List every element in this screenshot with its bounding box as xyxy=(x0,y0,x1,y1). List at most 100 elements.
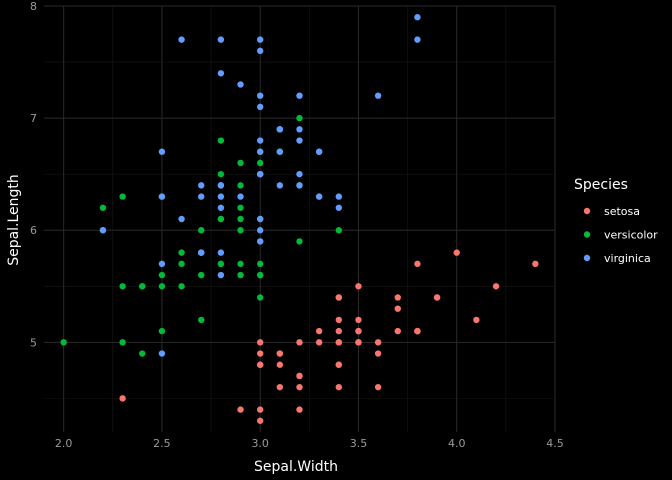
point-setosa xyxy=(257,418,263,424)
legend-title: Species xyxy=(574,177,628,193)
point-setosa xyxy=(296,339,302,345)
point-virginica xyxy=(336,205,342,211)
point-setosa xyxy=(375,350,381,356)
point-setosa xyxy=(355,317,361,323)
point-setosa xyxy=(355,283,361,289)
point-versicolor xyxy=(336,227,342,233)
point-virginica xyxy=(375,92,381,98)
point-versicolor xyxy=(237,227,243,233)
point-versicolor xyxy=(198,272,204,278)
point-versicolor xyxy=(178,261,184,267)
y-tick-label: 7 xyxy=(30,112,37,125)
point-versicolor xyxy=(119,339,125,345)
point-virginica xyxy=(257,137,263,143)
y-tick-label: 6 xyxy=(30,224,37,237)
point-virginica xyxy=(316,193,322,199)
point-versicolor xyxy=(237,205,243,211)
point-virginica xyxy=(296,137,302,143)
point-versicolor xyxy=(218,216,224,222)
point-versicolor xyxy=(178,249,184,255)
point-virginica xyxy=(100,227,106,233)
point-setosa xyxy=(316,339,322,345)
point-setosa xyxy=(375,339,381,345)
point-setosa xyxy=(296,384,302,390)
point-versicolor xyxy=(296,115,302,121)
point-virginica xyxy=(218,249,224,255)
point-virginica xyxy=(277,182,283,188)
point-versicolor xyxy=(257,294,263,300)
point-virginica xyxy=(178,36,184,42)
point-versicolor xyxy=(139,283,145,289)
legend-label-setosa: setosa xyxy=(604,205,640,218)
point-virginica xyxy=(198,182,204,188)
point-setosa xyxy=(257,350,263,356)
x-tick-label: 3.0 xyxy=(251,437,269,450)
point-virginica xyxy=(198,249,204,255)
point-versicolor xyxy=(198,317,204,323)
point-setosa xyxy=(277,384,283,390)
point-setosa xyxy=(336,384,342,390)
x-tick-label: 2.0 xyxy=(55,437,73,450)
point-setosa xyxy=(395,294,401,300)
point-setosa xyxy=(414,261,420,267)
point-versicolor xyxy=(237,216,243,222)
point-setosa xyxy=(454,249,460,255)
y-axis-title: Sepal.Length xyxy=(6,174,22,266)
point-setosa xyxy=(296,373,302,379)
point-virginica xyxy=(296,126,302,132)
point-versicolor xyxy=(119,193,125,199)
point-setosa xyxy=(395,305,401,311)
point-versicolor xyxy=(159,283,165,289)
point-versicolor xyxy=(119,283,125,289)
point-setosa xyxy=(336,317,342,323)
legend-label-virginica: virginica xyxy=(604,252,651,265)
point-setosa xyxy=(257,362,263,368)
point-virginica xyxy=(277,149,283,155)
point-virginica xyxy=(257,171,263,177)
point-versicolor xyxy=(159,272,165,278)
point-setosa xyxy=(277,350,283,356)
point-virginica xyxy=(257,149,263,155)
point-virginica xyxy=(414,36,420,42)
point-setosa xyxy=(355,328,361,334)
point-setosa xyxy=(434,294,440,300)
point-virginica xyxy=(257,36,263,42)
point-versicolor xyxy=(218,261,224,267)
x-tick-label: 2.5 xyxy=(153,437,171,450)
legend-key-virginica xyxy=(584,255,590,261)
point-virginica xyxy=(414,14,420,20)
point-versicolor xyxy=(237,160,243,166)
point-setosa xyxy=(336,294,342,300)
point-virginica xyxy=(336,193,342,199)
point-virginica xyxy=(296,182,302,188)
point-versicolor xyxy=(218,171,224,177)
point-versicolor xyxy=(237,261,243,267)
point-setosa xyxy=(119,395,125,401)
point-setosa xyxy=(395,328,401,334)
legend-key-versicolor xyxy=(584,231,590,237)
point-setosa xyxy=(473,317,479,323)
point-virginica xyxy=(159,193,165,199)
legend-key-setosa xyxy=(584,208,590,214)
point-versicolor xyxy=(237,272,243,278)
point-setosa xyxy=(257,339,263,345)
point-versicolor xyxy=(257,261,263,267)
point-versicolor xyxy=(218,137,224,143)
point-versicolor xyxy=(296,238,302,244)
point-virginica xyxy=(257,238,263,244)
x-tick-label: 3.5 xyxy=(350,437,368,450)
point-virginica xyxy=(218,272,224,278)
point-setosa xyxy=(493,283,499,289)
point-versicolor xyxy=(257,160,263,166)
point-versicolor xyxy=(60,339,66,345)
point-setosa xyxy=(237,406,243,412)
point-setosa xyxy=(355,339,361,345)
point-virginica xyxy=(296,171,302,177)
point-versicolor xyxy=(100,205,106,211)
legend-label-versicolor: versicolor xyxy=(604,229,658,242)
point-versicolor xyxy=(139,350,145,356)
x-tick-label: 4.5 xyxy=(546,437,564,450)
x-axis-title: Sepal.Width xyxy=(254,459,338,475)
point-virginica xyxy=(178,216,184,222)
